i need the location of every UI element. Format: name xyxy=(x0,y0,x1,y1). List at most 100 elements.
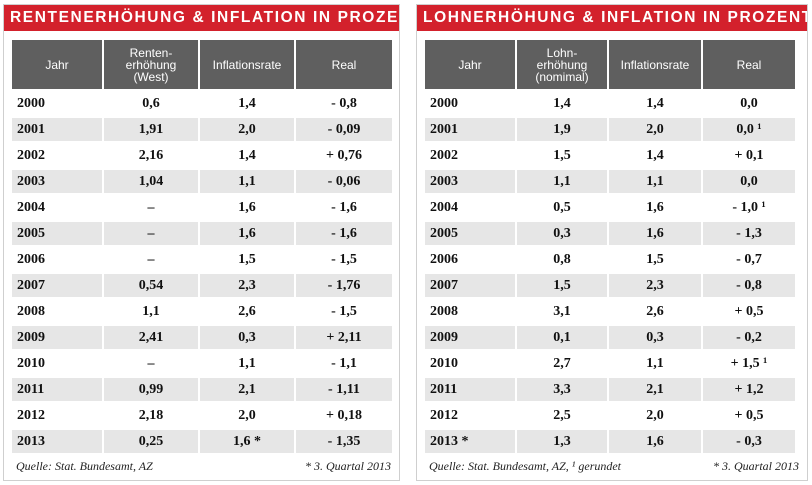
cell-inflation: 2,1 xyxy=(200,378,296,401)
table-row: 2007 0,54 2,3- 1,76 xyxy=(12,274,392,297)
cell-real: + 0,1 xyxy=(734,147,764,163)
cell-year: 2012 xyxy=(425,404,517,427)
cell-increase: 1,9 xyxy=(517,118,609,141)
cell-inflation: 2,0 xyxy=(200,404,296,427)
cell-increase: 2,7 xyxy=(517,352,609,375)
cell-year: 2009 xyxy=(12,326,104,349)
cell-year: 2013 xyxy=(12,430,104,453)
cell-inflation: 1,6 xyxy=(200,222,296,245)
cell-increase: 3,3 xyxy=(517,378,609,401)
table-row: 2004–1,6 - 1,6 xyxy=(12,196,392,219)
cell-inflation: 1,4 xyxy=(200,92,296,115)
cell-year: 2000 xyxy=(12,92,104,115)
cell-increase: 1,5 xyxy=(517,144,609,167)
column-header-inflation: Inflationsrate xyxy=(609,40,703,89)
column-header-real: Real xyxy=(703,40,795,89)
cell-year: 2009 xyxy=(425,326,517,349)
cell-inflation: 0,3 xyxy=(609,326,703,349)
cell-year: 2004 xyxy=(12,196,104,219)
cell-year: 2002 xyxy=(12,144,104,167)
cell-real: 0,0 ¹ xyxy=(703,118,795,141)
cell-year: 2006 xyxy=(425,248,517,271)
cell-inflation: 2,3 xyxy=(609,274,703,297)
cell-increase: – xyxy=(104,248,200,271)
cell-increase: 1,3 xyxy=(517,430,609,453)
table-row: 2013 * 1,3 1,6- 0,3 xyxy=(425,430,795,453)
cell-inflation: 1,5 xyxy=(609,248,703,271)
cell-real: - 0,09 xyxy=(296,118,392,141)
table-row: 2000 1,4 1,4 0,0 xyxy=(425,92,795,115)
cell-increase: – xyxy=(104,222,200,245)
cell-inflation: 2,3 xyxy=(200,274,296,297)
table-row: 2011 3,3 2,1 + 1,2 xyxy=(425,378,795,401)
cell-year: 2003 xyxy=(12,170,104,193)
cell-year: 2006 xyxy=(12,248,104,271)
column-header-real: Real xyxy=(296,40,392,89)
cell-increase: 1,1 xyxy=(517,170,609,193)
cell-increase: – xyxy=(104,196,200,219)
cell-increase: 1,91 xyxy=(104,118,200,141)
table-row: 2007 1,5 2,3- 0,8 xyxy=(425,274,795,297)
table-row: 2009 0,1 0,3- 0,2 xyxy=(425,326,795,349)
cell-year: 2001 xyxy=(12,118,104,141)
column-header-year: Jahr xyxy=(425,40,517,89)
cell-increase: – xyxy=(104,352,200,375)
cell-increase: 0,25 xyxy=(104,430,200,453)
cell-real: 0,0 xyxy=(740,95,758,111)
cell-real: - 1,1 xyxy=(331,355,357,371)
cell-year: 2010 xyxy=(425,352,517,375)
header-row: Jahr Lohn- erhöhung (nomimal) Inflationsra… xyxy=(425,40,795,89)
wage-table-panel: LOHNERHÖHUNG & INFLATION IN PROZENT Jahr… xyxy=(416,4,808,481)
cell-inflation: 2,6 xyxy=(200,300,296,323)
header-row: Jahr Renten- erhöhung (West) Inflationsrat… xyxy=(12,40,392,89)
table-row: 2005–1,6- 1,6 xyxy=(12,222,392,245)
table-row: 2005 0,3 1,6- 1,3 xyxy=(425,222,795,245)
table-row: 2004 0,5 1,6 - 1,0 ¹ xyxy=(425,196,795,219)
cell-year: 2001 xyxy=(425,118,517,141)
cell-year: 2004 xyxy=(425,196,517,219)
cell-year: 2008 xyxy=(425,300,517,323)
cell-increase: 0,5 xyxy=(517,196,609,219)
cell-increase: 1,1 xyxy=(104,300,200,323)
cell-inflation: 2,1 xyxy=(609,378,703,401)
cell-real: - 1,76 xyxy=(296,274,392,297)
cell-increase: 0,99 xyxy=(104,378,200,401)
cell-increase: 0,8 xyxy=(517,248,609,271)
table-row: 2001 1,91 2,0- 0,09 xyxy=(12,118,392,141)
cell-inflation: 1,1 xyxy=(200,170,296,193)
cell-real: - 1,35 xyxy=(296,430,392,453)
cell-inflation: 2,0 xyxy=(609,118,703,141)
cell-inflation: 1,4 xyxy=(200,144,296,167)
cell-inflation: 1,6 xyxy=(609,430,703,453)
cell-inflation: 1,1 xyxy=(609,170,703,193)
cell-inflation: 1,1 xyxy=(609,352,703,375)
table-row: 2013 0,25 1,6 * - 1,35 xyxy=(12,430,392,453)
cell-year: 2013 * xyxy=(425,430,517,453)
table-row: 2002 2,16 1,4 + 0,76 xyxy=(12,144,392,167)
pension-table-panel: RENTENERHÖHUNG & INFLATION IN PROZENT Ja… xyxy=(3,4,400,481)
cell-real: - 1,5 xyxy=(331,303,357,319)
cell-inflation: 1,4 xyxy=(609,92,703,115)
source-note: Quelle: Stat. Bundesamt, AZ xyxy=(16,459,153,473)
cell-inflation: 2,0 xyxy=(200,118,296,141)
cell-real: - 0,2 xyxy=(703,326,795,349)
cell-year: 2007 xyxy=(12,274,104,297)
cell-increase: 0,54 xyxy=(104,274,200,297)
column-header-year: Jahr xyxy=(12,40,104,89)
column-header-increase: Renten- erhöhung (West) xyxy=(104,40,200,89)
cell-inflation: 0,3 xyxy=(200,326,296,349)
cell-inflation: 1,6 xyxy=(609,196,703,219)
cell-increase: 1,4 xyxy=(517,92,609,115)
table-row: 2003 1,04 1,1- 0,06 xyxy=(12,170,392,193)
footnote: * 3. Quartal 2013 xyxy=(712,459,799,473)
pension-inflation-table: Jahr Renten- erhöhung (West) Inflationsrat… xyxy=(12,37,392,456)
wage-inflation-table: Jahr Lohn- erhöhung (nomimal) Inflationsra… xyxy=(425,37,795,456)
cell-year: 2000 xyxy=(425,92,517,115)
cell-year: 2005 xyxy=(425,222,517,245)
cell-increase: 2,41 xyxy=(104,326,200,349)
table-row: 2010 2,7 1,1 + 1,5 ¹ xyxy=(425,352,795,375)
cell-year: 2007 xyxy=(425,274,517,297)
cell-increase: 1,5 xyxy=(517,274,609,297)
cell-increase: 3,1 xyxy=(517,300,609,323)
cell-inflation: 1,5 xyxy=(200,248,296,271)
